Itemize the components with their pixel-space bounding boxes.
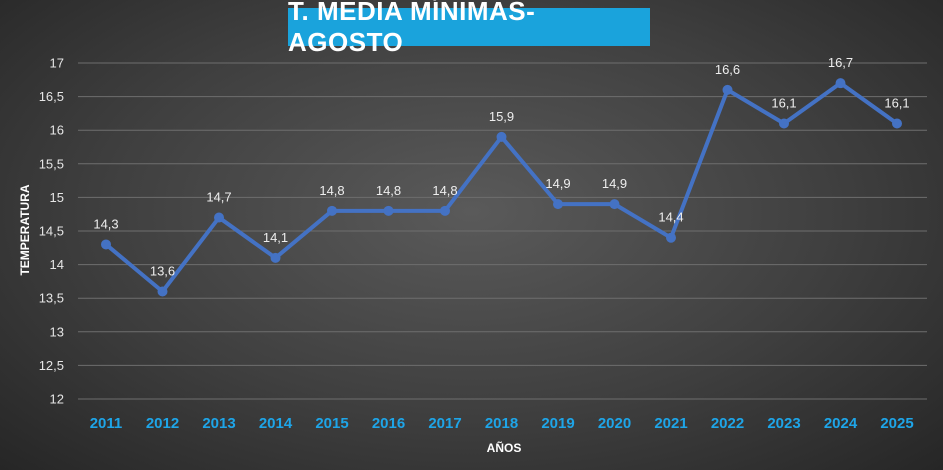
x-axis-title: AÑOS [487, 440, 522, 455]
y-tick-label: 14 [50, 257, 64, 272]
x-tick-label: 2015 [315, 415, 348, 432]
data-point [214, 212, 224, 223]
data-point [383, 205, 394, 216]
data-label: 14,3 [93, 216, 118, 231]
x-tick-label: 2023 [767, 415, 800, 432]
x-tick-label: 2017 [428, 415, 461, 432]
x-tick-label: 2013 [202, 415, 235, 432]
y-axis-ticks: 12 12,5 13 13,5 14 14,5 15 15,5 16 16,5 17 [39, 56, 64, 407]
data-label: 16,7 [828, 55, 853, 70]
data-label: 14,9 [545, 176, 570, 191]
x-tick-label: 2018 [485, 415, 518, 432]
data-point [892, 118, 902, 129]
y-tick-label: 17 [50, 56, 64, 71]
data-label: 14,7 [206, 190, 231, 205]
x-tick-label: 2014 [259, 415, 293, 432]
y-tick-label: 13 [50, 324, 64, 339]
y-tick-label: 15 [50, 190, 64, 205]
y-tick-label: 15,5 [39, 156, 64, 171]
y-tick-label: 12,5 [39, 358, 64, 373]
data-label: 13,6 [150, 263, 175, 278]
x-tick-label: 2019 [541, 415, 574, 432]
x-tick-label: 2016 [372, 415, 405, 432]
data-label: 14,1 [263, 230, 288, 245]
y-tick-label: 12 [50, 392, 64, 407]
y-axis-title: TEMPERATURA [18, 184, 32, 275]
data-point [722, 84, 733, 95]
data-label: 14,8 [376, 183, 401, 198]
chart-title: T. MEDIA MÍNIMAS-AGOSTO [288, 0, 536, 57]
data-point [779, 118, 789, 129]
x-tick-label: 2024 [824, 415, 858, 432]
data-label: 14,8 [319, 183, 344, 198]
data-point [157, 286, 168, 297]
gridlines [78, 62, 927, 400]
data-point [496, 131, 507, 142]
data-label: 15,9 [489, 109, 514, 124]
y-tick-label: 16,5 [39, 89, 64, 104]
chart-title-box: T. MEDIA MÍNIMAS-AGOSTO [288, 0, 650, 57]
data-point [609, 199, 620, 210]
data-label: 16,6 [715, 62, 740, 77]
data-label: 14,8 [432, 183, 457, 198]
data-point [270, 252, 281, 263]
data-labels: 14,3 13,6 14,7 14,1 14,8 14,8 14,8 15,9 14,9 14,9… [93, 55, 909, 278]
y-tick-label: 13,5 [39, 291, 64, 306]
y-tick-label: 16 [50, 123, 64, 138]
x-axis-ticks: 2011 2012 2013 2014 2015 2016 2017 2018 2019 2020… [90, 415, 914, 432]
data-point [101, 239, 111, 250]
x-tick-label: 2020 [598, 415, 631, 432]
data-label: 16,1 [884, 95, 909, 110]
data-point [553, 199, 563, 210]
y-tick-label: 14,5 [39, 224, 64, 239]
x-tick-label: 2011 [90, 415, 123, 432]
data-label: 14,9 [602, 176, 627, 191]
data-point [666, 232, 676, 243]
data-label: 16,1 [771, 95, 796, 110]
data-point [835, 78, 846, 89]
data-label: 14,4 [658, 210, 683, 225]
x-tick-label: 2022 [711, 415, 744, 432]
series-line-group [101, 78, 902, 297]
data-point [440, 205, 450, 216]
x-tick-label: 2012 [146, 415, 179, 432]
x-tick-label: 2025 [880, 415, 913, 432]
x-tick-label: 2021 [654, 415, 687, 432]
data-point [327, 205, 337, 216]
